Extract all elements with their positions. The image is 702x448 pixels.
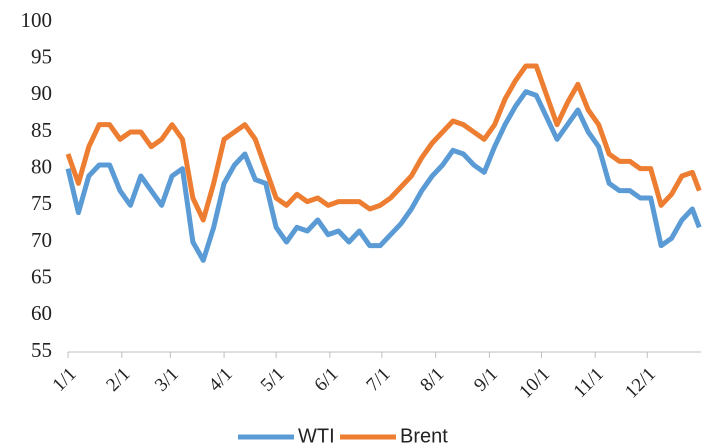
- legend-label: WTI: [298, 425, 335, 447]
- y-tick-label: 65: [31, 264, 52, 288]
- x-tick-label: 8/1: [416, 364, 448, 396]
- y-tick-label: 60: [31, 301, 52, 325]
- y-tick-label: 75: [31, 191, 52, 215]
- x-tick-label: 9/1: [470, 364, 502, 396]
- y-tick-label: 90: [31, 81, 52, 105]
- series-line: [65, 63, 702, 223]
- x-tick-label: 11/1: [570, 364, 608, 402]
- x-tick-label: 4/1: [205, 364, 237, 396]
- x-tick-label: 7/1: [362, 364, 394, 396]
- y-tick-label: 80: [31, 154, 52, 178]
- x-tick-label: 12/1: [621, 364, 660, 403]
- y-tick-label: 55: [31, 338, 52, 362]
- x-tick-label: 3/1: [151, 364, 183, 396]
- series-line: [65, 89, 702, 263]
- y-tick-label: 100: [21, 8, 53, 32]
- x-tick-label: 2/1: [102, 364, 134, 396]
- y-tick-label: 70: [31, 228, 52, 252]
- y-tick-label: 95: [31, 44, 52, 68]
- x-tick-label: 10/1: [515, 364, 554, 403]
- legend-label: Brent: [400, 425, 448, 447]
- y-tick-label: 85: [31, 118, 52, 142]
- x-tick-label: 1/1: [49, 364, 81, 396]
- x-tick-label: 6/1: [310, 364, 342, 396]
- x-tick-label: 5/1: [257, 364, 289, 396]
